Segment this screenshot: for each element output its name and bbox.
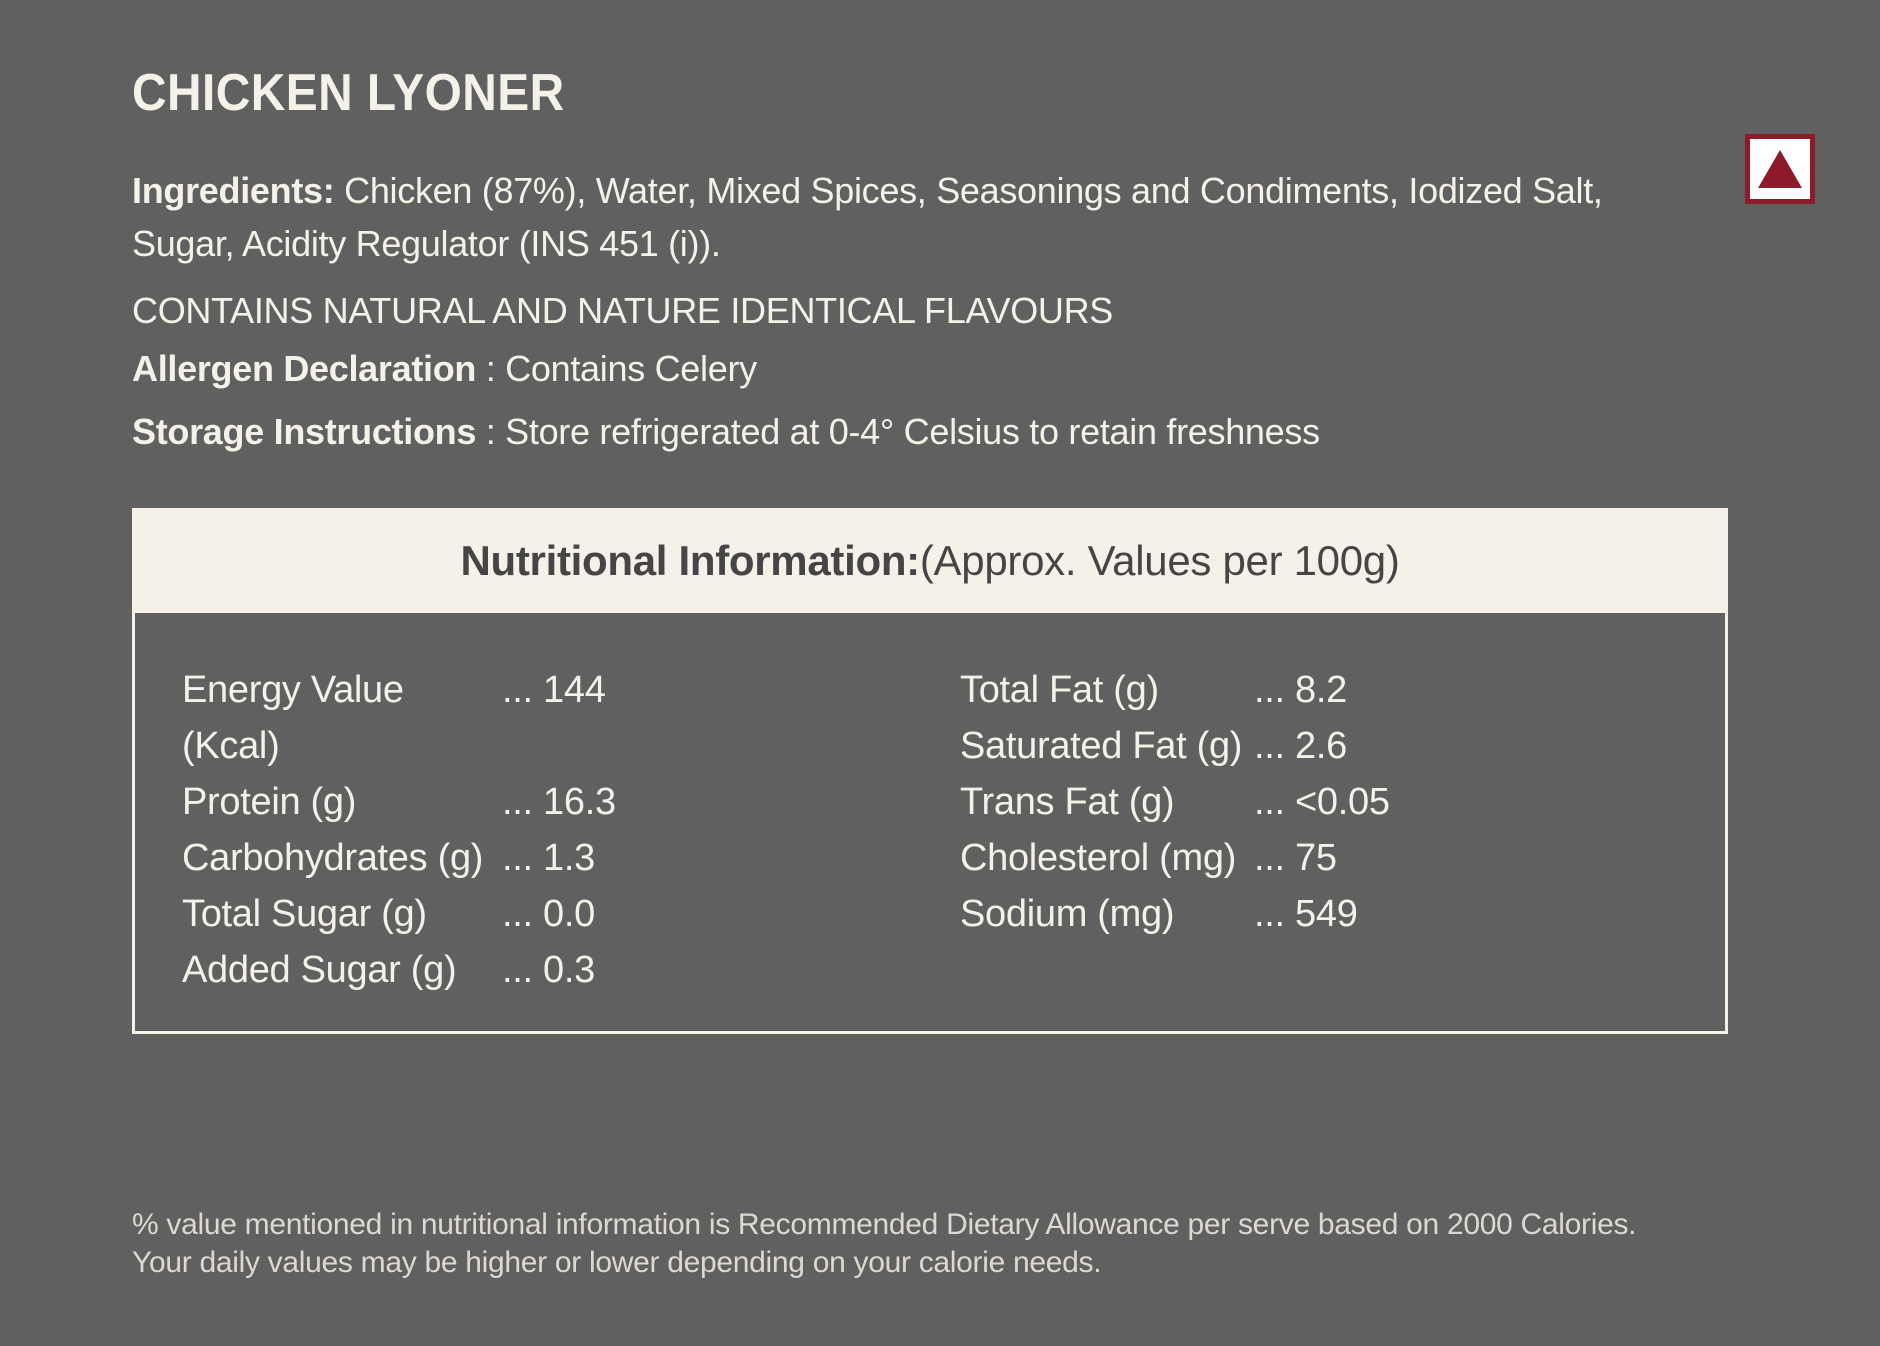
nutrient-value: ... 0.3 (502, 949, 595, 991)
page-title: CHICKEN LYONER (132, 64, 565, 122)
nutrient-value: ... 75 (1254, 837, 1337, 879)
ingredients-label: Ingredients: (132, 170, 335, 211)
allergen-label: Allergen Declaration (132, 348, 477, 389)
table-row: Trans Fat (g) ... <0.05 (960, 774, 1725, 830)
nutrient-label: Protein (g) (182, 781, 357, 823)
nutrient-value: ... 0.0 (502, 893, 595, 935)
nutrient-label: Saturated Fat (g) (960, 725, 1243, 767)
nutrition-header-title: Nutritional Information: (460, 536, 920, 584)
nutrient-value: ... 1.3 (502, 837, 595, 879)
nonveg-triangle-icon (1758, 150, 1802, 188)
rda-disclaimer: % value mentioned in nutritional informa… (132, 1208, 1637, 1279)
ingredients-text: Chicken (87%), Water, Mixed Spices, Seas… (132, 170, 1603, 264)
table-row: Carbohydrates (g) ... 1.3 (182, 830, 930, 886)
nutrient-label: Carbohydrates (g) (182, 837, 484, 879)
table-row: Saturated Fat (g) ... 2.6 (960, 718, 1725, 774)
nutrient-value: ... 549 (1254, 893, 1358, 935)
nutrient-label: Energy Value (Kcal) (182, 669, 404, 767)
nutrition-table-header: Nutritional Information: (Approx. Values… (132, 508, 1728, 613)
nutrient-value: ... <0.05 (1254, 781, 1390, 823)
nutrient-label: Trans Fat (g) (960, 781, 1175, 823)
table-row: Sodium (mg) ... 549 (960, 886, 1725, 942)
nutrition-header-subtitle: (Approx. Values per 100g) (919, 536, 1400, 584)
nonveg-symbol-icon (1745, 134, 1815, 204)
allergen-text: : Contains Celery (476, 348, 757, 389)
nutrient-value: ... 2.6 (1254, 725, 1347, 767)
flavours-statement: CONTAINS NATURAL AND NATURE IDENTICAL FL… (132, 290, 1113, 331)
table-row: Added Sugar (g) ... 0.3 (182, 942, 930, 998)
ingredients-line: Ingredients: Chicken (87%), Water, Mixed… (132, 164, 1792, 270)
storage-text: : Store refrigerated at 0-4° Celsius to … (476, 411, 1320, 452)
product-label: CHICKEN LYONER Ingredients: Chicken (87%… (0, 66, 1880, 1346)
table-row: Total Fat (g) ... 8.2 (960, 662, 1725, 718)
nutrient-label: Cholesterol (mg) (960, 837, 1237, 879)
nutrition-table: Nutritional Information: (Approx. Values… (132, 508, 1728, 1034)
nutrient-label: Added Sugar (g) (182, 949, 457, 991)
table-row: Cholesterol (mg) ... 75 (960, 830, 1725, 886)
table-row: Total Sugar (g) ... 0.0 (182, 886, 930, 942)
table-row: Protein (g) ... 16.3 (182, 774, 930, 830)
nutrition-column-left: Energy Value (Kcal) ... 144 Protein (g) … (135, 662, 930, 998)
nutrient-value: ... 16.3 (502, 781, 616, 823)
nutrient-label: Total Fat (g) (960, 669, 1159, 711)
nutrition-column-right: Total Fat (g) ... 8.2 Saturated Fat (g) … (930, 662, 1725, 998)
storage-instructions-line: Storage Instructions : Store refrigerate… (132, 405, 1792, 458)
allergen-declaration-line: Allergen Declaration : Contains Celery (132, 342, 1792, 395)
nutrient-label: Total Sugar (g) (182, 893, 427, 935)
table-row: Energy Value (Kcal) ... 144 (182, 662, 930, 774)
nutrition-table-body: Energy Value (Kcal) ... 144 Protein (g) … (132, 613, 1728, 1034)
storage-label: Storage Instructions (132, 411, 477, 452)
nutrient-value: ... 8.2 (1254, 669, 1347, 711)
nutrient-label: Sodium (mg) (960, 893, 1175, 935)
nutrient-value: ... 144 (502, 669, 606, 711)
